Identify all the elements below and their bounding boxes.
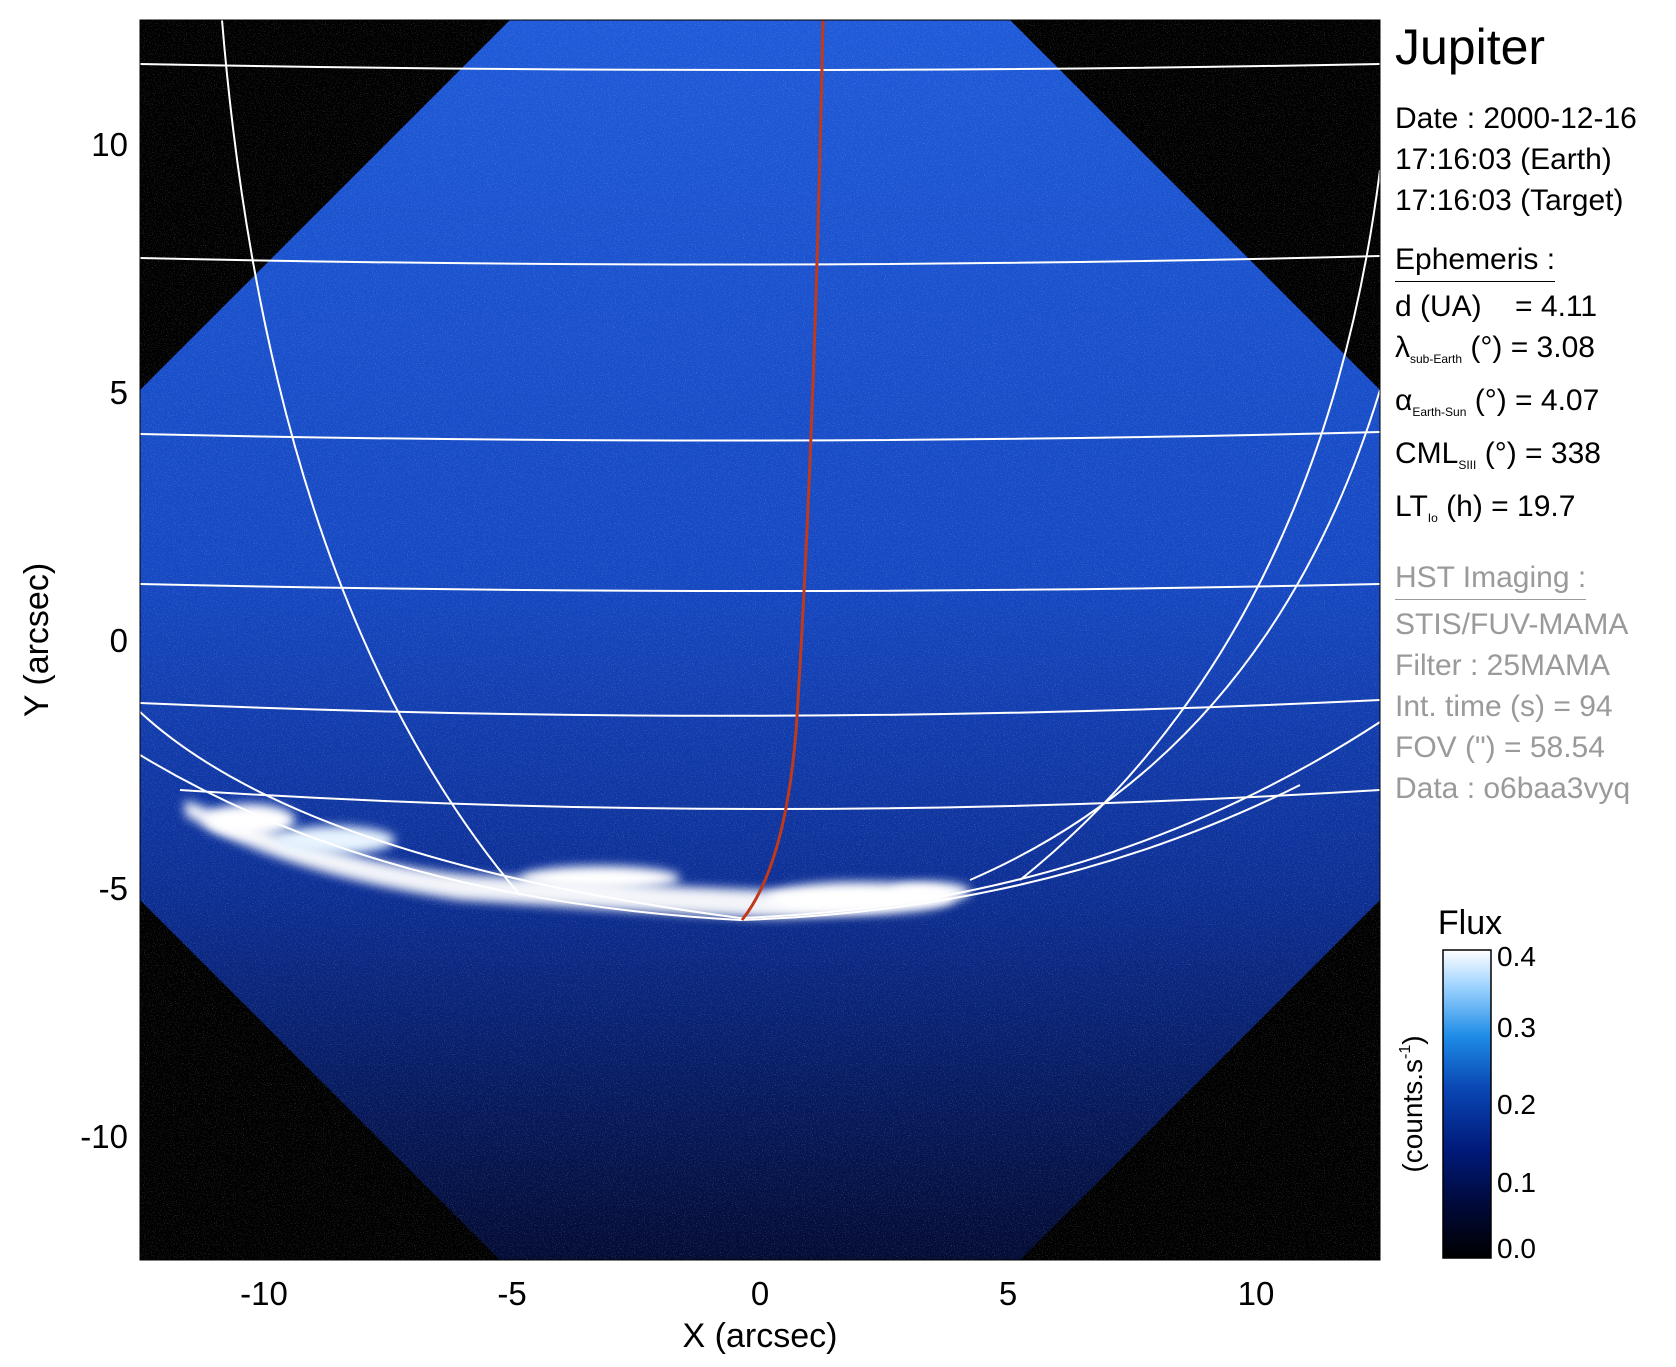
observation-date: Date : 2000-12-16	[1395, 102, 1637, 135]
x-axis: -10 -5 0 5 10 X (arcsec)	[240, 1275, 1274, 1355]
field-of-view-line: FOV (") = 58.54	[1395, 731, 1605, 764]
colorbar-unit-label: (counts.s-1)	[1397, 1035, 1428, 1172]
x-tick-label: 10	[1238, 1275, 1275, 1312]
x-tick-label: 5	[999, 1275, 1017, 1312]
target-time: 17:16:03 (Target)	[1395, 184, 1624, 217]
earth-time: 17:16:03 (Earth)	[1395, 143, 1612, 176]
integration-time-line: Int. time (s) = 94	[1395, 690, 1613, 723]
colorbar-gradient	[1442, 949, 1492, 1259]
colorbar-tick-label: 0.1	[1497, 1167, 1536, 1198]
phase-angle-line: αEarth-Sun (°) = 4.07	[1395, 384, 1600, 419]
y-tick-label: 10	[91, 126, 128, 163]
central-meridian-line	[740, 20, 825, 921]
colorbar-tick-label: 0.3	[1497, 1012, 1536, 1043]
sub-earth-latitude-line: λsub-Earth (°) = 3.08	[1395, 331, 1595, 366]
y-tick-label: 5	[110, 374, 128, 411]
filter-line: Filter : 25MAMA	[1395, 649, 1611, 682]
colorbar-tick-label: 0.4	[1497, 941, 1536, 972]
x-tick-label: -10	[240, 1275, 288, 1312]
longitude-grid	[221, 20, 1380, 896]
colorbar-tick-label: 0.0	[1497, 1233, 1536, 1264]
x-tick-label: 0	[751, 1275, 769, 1312]
y-axis: 10 5 0 -5 -10 Y (arcsec)	[18, 126, 128, 1155]
dataset-line: Data : o6baa3vyq	[1395, 772, 1631, 805]
info-panel: Jupiter Date : 2000-12-16 17:16:03 (Eart…	[1395, 18, 1675, 809]
ephemeris-heading: Ephemeris :	[1395, 241, 1556, 282]
cml-line: CMLSIII (°) = 338	[1395, 437, 1601, 472]
y-tick-label: -10	[80, 1118, 128, 1155]
x-tick-label: -5	[497, 1275, 526, 1312]
hst-imaging-heading: HST Imaging :	[1395, 559, 1587, 600]
y-axis-title: Y (arcsec)	[18, 563, 56, 717]
latitude-grid	[140, 63, 1380, 922]
planet-name: Jupiter	[1395, 19, 1546, 75]
colorbar-title: Flux	[1438, 904, 1502, 942]
colorbar: Flux 0.4 0.3 0.2 0.1 0.0 (counts.s-1)	[1397, 904, 1536, 1264]
instrument-line: STIS/FUV-MAMA	[1395, 608, 1629, 641]
io-local-time-line: LTIo (h) = 19.7	[1395, 490, 1576, 525]
distance-line: d (UA) = 4.11	[1395, 290, 1598, 323]
y-tick-label: -5	[99, 870, 128, 907]
y-tick-label: 0	[110, 622, 128, 659]
plot-frame	[139, 19, 1381, 1261]
hst-image	[140, 20, 1380, 1260]
colorbar-tick-label: 0.2	[1497, 1089, 1536, 1120]
x-axis-title: X (arcsec)	[683, 1317, 838, 1355]
